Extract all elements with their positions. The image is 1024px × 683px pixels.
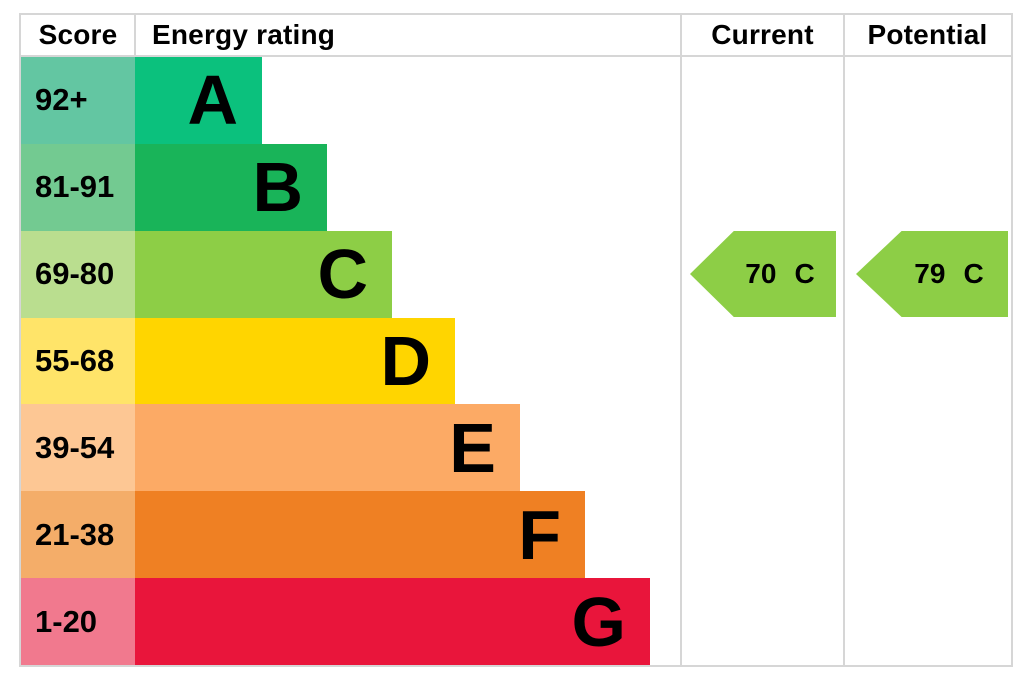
header-divider-line — [21, 55, 1011, 57]
band-letter: B — [252, 148, 303, 227]
potential-rating-band: C — [963, 258, 984, 289]
current-column-divider — [680, 15, 682, 665]
score-range-label: 81-91 — [35, 169, 115, 205]
current-rating-band: C — [794, 258, 815, 289]
epc-table: Score Energy rating Current Potential 92… — [19, 13, 1013, 667]
band-row-a: 92+ A — [21, 57, 1011, 144]
band-row-c: 69-80 C — [21, 230, 1011, 318]
header-potential: Potential — [867, 19, 988, 50]
score-range-label: 39-54 — [35, 429, 115, 465]
score-cell: 21-38 — [21, 491, 135, 579]
score-cell: 81-91 — [21, 143, 135, 231]
band-bar-g: G — [135, 578, 650, 666]
score-range-label: 55-68 — [35, 343, 115, 378]
score-column-divider — [134, 15, 136, 55]
score-cell: 69-80 — [21, 230, 135, 318]
header-score: Score — [38, 19, 118, 50]
band-letter: G — [571, 582, 626, 661]
band-letter: D — [380, 322, 431, 400]
score-range-label: 92+ — [35, 82, 88, 118]
band-bar-b: B — [135, 143, 327, 231]
band-row-d: 55-68 D — [21, 317, 1011, 405]
band-letter: E — [449, 408, 496, 487]
potential-rating-value: 79 — [914, 258, 946, 289]
band-row-b: 81-91 B — [21, 143, 1011, 231]
band-bar-a: A — [135, 57, 262, 144]
band-row-g: 1-20 G — [21, 578, 1011, 666]
score-range-label: 21-38 — [35, 516, 115, 552]
potential-column-divider — [843, 15, 845, 665]
current-rating-value: 70 — [745, 258, 777, 289]
band-letter: F — [518, 495, 561, 574]
band-bar-d: D — [135, 317, 455, 405]
score-cell: 39-54 — [21, 404, 135, 492]
band-letter: C — [317, 235, 368, 314]
score-range-label: 1-20 — [35, 603, 98, 639]
band-row-f: 21-38 F — [21, 491, 1011, 579]
header-row: Score Energy rating Current Potential — [21, 15, 1011, 55]
band-bar-c: C — [135, 230, 392, 318]
band-letter: A — [187, 61, 238, 140]
band-bar-e: E — [135, 404, 520, 492]
score-cell: 1-20 — [21, 578, 135, 666]
band-rows: 92+ A 81-91 B 69-80 C — [21, 57, 1011, 666]
band-row-e: 39-54 E — [21, 404, 1011, 492]
score-range-label: 69-80 — [35, 256, 115, 292]
band-bar-f: F — [135, 491, 585, 579]
header-energy-rating: Energy rating — [152, 19, 336, 50]
header-current: Current — [711, 19, 814, 50]
score-cell: 92+ — [21, 57, 135, 144]
score-cell: 55-68 — [21, 317, 135, 405]
